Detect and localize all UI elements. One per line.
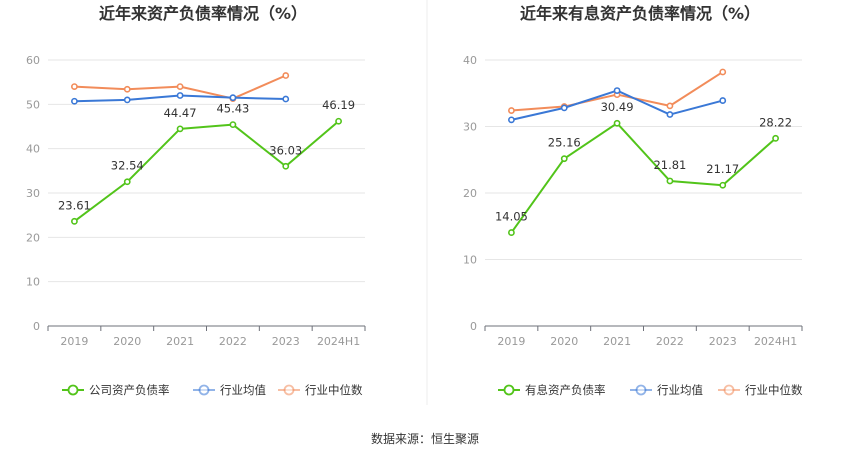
data-point (282, 95, 290, 103)
data-point (613, 87, 621, 94)
data-point (508, 229, 515, 236)
series-line-company (510, 122, 777, 234)
x-tick-label: 2019 (497, 335, 525, 348)
x-tick-label: 2021 (166, 335, 194, 348)
data-point (666, 177, 674, 185)
legend-label: 行业中位数 (305, 383, 363, 397)
y-tick-label: 40 (26, 143, 40, 156)
data-point (719, 97, 727, 104)
data-label: 23.61 (58, 198, 91, 212)
x-tick-label: 2019 (60, 335, 88, 348)
x-tick-label: 2024H1 (754, 335, 797, 348)
y-tick-label: 20 (26, 231, 40, 244)
x-tick-label: 2020 (550, 335, 578, 348)
data-point (508, 116, 515, 124)
y-tick-label: 60 (26, 54, 40, 67)
legend-label: 行业中位数 (745, 383, 803, 397)
data-label: 46.19 (322, 98, 355, 112)
y-tick-label: 20 (463, 187, 477, 200)
data-label: 14.05 (495, 210, 528, 224)
data-point (719, 181, 727, 189)
data-label: 45.43 (216, 102, 249, 116)
x-tick-label: 2023 (709, 335, 737, 348)
data-point (71, 217, 78, 225)
legend-item: 行业中位数 (718, 383, 803, 397)
chart-title: 近年来资产负债率情况（%） (99, 4, 307, 23)
source-note: 数据来源：恒生聚源 (371, 431, 479, 446)
data-label: 25.16 (548, 136, 581, 150)
y-tick-label: 30 (463, 121, 477, 134)
data-point (229, 94, 237, 102)
legend-item: 有息资产负债率 (498, 383, 606, 397)
legend-label: 公司资产负债率 (89, 383, 170, 397)
data-label: 21.17 (706, 162, 739, 176)
data-point (719, 68, 727, 76)
x-tick-label: 2024H1 (317, 335, 360, 348)
x-tick-label: 2023 (272, 335, 300, 348)
data-point (71, 83, 78, 90)
series-line-company (73, 120, 340, 223)
y-tick-label: 10 (463, 254, 477, 267)
data-label: 44.47 (164, 106, 197, 120)
data-point (176, 83, 184, 90)
y-tick-label: 30 (26, 187, 40, 200)
legend-marker-icon (503, 384, 515, 396)
data-point (335, 117, 342, 125)
data-label: 28.22 (759, 115, 792, 129)
y-tick-label: 0 (470, 320, 477, 333)
data-point (282, 162, 290, 170)
y-tick-label: 50 (26, 98, 40, 111)
data-point (613, 119, 621, 127)
legend-marker-icon (723, 384, 735, 396)
chart-panel-2: 近年来有息资产负债率情况（%） 0 10 20 30 40 2019 2020 2021 2022… (463, 4, 803, 397)
legend-marker-icon (67, 384, 79, 396)
legend-item: 行业均值 (630, 383, 703, 397)
data-point (176, 125, 184, 133)
x-tick-label: 2022 (656, 335, 684, 348)
data-point (123, 85, 131, 93)
x-tick-label: 2022 (219, 335, 247, 348)
data-point (508, 107, 515, 114)
data-label: 21.81 (653, 158, 686, 172)
data-point (71, 97, 78, 105)
legend-item: 公司资产负债率 (62, 383, 170, 397)
legend-marker-icon (283, 384, 295, 396)
legend-label: 行业均值 (657, 383, 703, 397)
legend-label: 行业均值 (220, 383, 266, 397)
y-tick-label: 0 (33, 320, 40, 333)
chart-panel-1: 近年来资产负债率情况（%） 0 10 20 30 40 50 60 2019 2020 2021 20… (26, 4, 366, 397)
data-label: 32.54 (111, 159, 144, 173)
y-tick-label: 10 (26, 276, 40, 289)
data-label: 36.03 (269, 143, 302, 157)
data-point (123, 96, 131, 104)
data-point (123, 178, 131, 186)
y-tick-label: 40 (463, 54, 477, 67)
data-point (176, 92, 184, 99)
data-point (229, 121, 237, 128)
data-label: 30.49 (601, 100, 634, 114)
data-point (560, 104, 568, 112)
data-point (666, 102, 674, 110)
data-point (282, 72, 290, 79)
legend-marker-icon (635, 384, 647, 396)
x-tick-label: 2021 (603, 335, 631, 348)
x-tick-label: 2020 (113, 335, 141, 348)
data-point (560, 155, 568, 163)
legend-marker-icon (198, 384, 210, 396)
legend-item: 行业中位数 (278, 383, 363, 397)
legend-item: 行业均值 (193, 383, 266, 397)
data-point (772, 134, 779, 142)
legend-label: 有息资产负债率 (525, 383, 606, 397)
chart-title: 近年来有息资产负债率情况（%） (520, 4, 760, 23)
data-point (666, 111, 674, 118)
